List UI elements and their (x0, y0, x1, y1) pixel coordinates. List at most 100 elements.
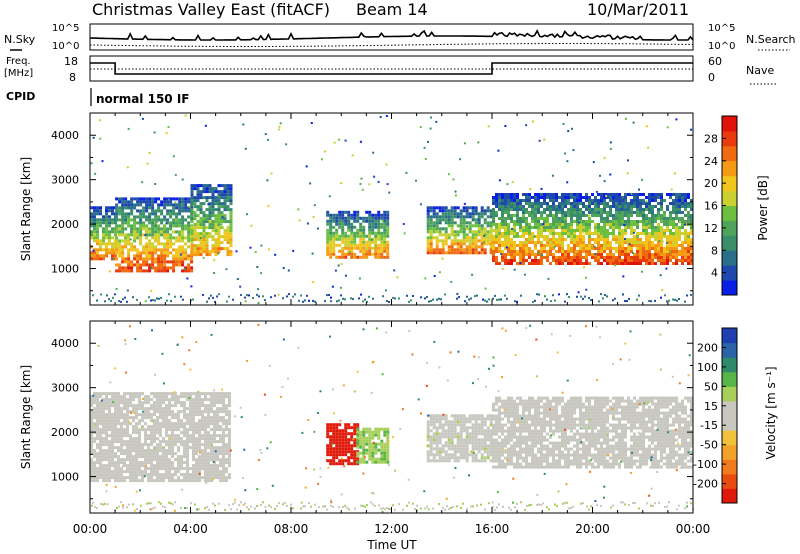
heatmap-cell (582, 256, 585, 259)
heatmap-cell (504, 226, 507, 229)
heatmap-cell (368, 457, 372, 461)
scatter-cell (312, 216, 315, 218)
heatmap-cell (135, 461, 138, 465)
heatmap-cell (555, 244, 558, 247)
heatmap-cell (123, 449, 126, 453)
heatmap-cell (202, 232, 206, 236)
heatmap-cell (350, 246, 354, 250)
heatmap-cell (468, 248, 472, 252)
heatmap-cell (477, 423, 481, 427)
heatmap-cell (690, 241, 693, 244)
heatmap-cell (216, 407, 219, 411)
heatmap-cell (210, 422, 213, 426)
heatmap-cell (353, 462, 357, 466)
heatmap-cell (666, 217, 669, 220)
heatmap-cell (133, 227, 137, 231)
heatmap-cell (213, 413, 216, 417)
scatter-cell (349, 251, 351, 254)
heatmap-cell (435, 224, 439, 228)
heatmap-cell (332, 243, 336, 247)
heatmap-cell (534, 226, 537, 229)
freq-trace (90, 62, 693, 75)
heatmap-cell (220, 211, 224, 215)
heatmap-cell (429, 224, 433, 228)
heatmap-cell (429, 206, 433, 210)
heatmap-cell (432, 426, 436, 430)
heatmap-cell (202, 211, 206, 215)
scatter-cell (167, 198, 170, 201)
heatmap-cell (435, 215, 439, 219)
heatmap-cell (171, 395, 174, 399)
heatmap-cell (462, 414, 466, 418)
heatmap-cell (96, 221, 99, 225)
heatmap-cell (555, 220, 558, 223)
heatmap-cell (157, 227, 161, 231)
heatmap-cell (546, 226, 549, 229)
heatmap-cell (332, 252, 336, 256)
heatmap-cell (132, 458, 135, 462)
heatmap-cell (178, 200, 182, 204)
heatmap-cell (567, 193, 570, 196)
heatmap-cell (154, 224, 158, 228)
heatmap-cell (153, 479, 156, 483)
heatmap-cell (187, 224, 191, 228)
heatmap-cell (573, 205, 576, 208)
heatmap-cell (93, 257, 96, 261)
heatmap-cell (151, 206, 155, 210)
heatmap-cell (184, 209, 188, 213)
heatmap-cell (365, 442, 369, 446)
scatter-cell (112, 258, 115, 261)
heatmap-cell (426, 420, 430, 424)
heatmap-cell (157, 224, 161, 228)
heatmap-cell (202, 229, 206, 233)
heatmap-cell (192, 452, 195, 456)
heatmap-cell (362, 219, 366, 223)
heatmap-cell (187, 233, 191, 237)
heatmap-cell (217, 220, 221, 224)
heatmap-cell (211, 187, 215, 191)
heatmap-cell (99, 401, 102, 405)
heatmap-cell (612, 220, 615, 223)
heatmap-cell (204, 407, 207, 411)
heatmap-cell (93, 239, 96, 243)
heatmap-cell (135, 407, 138, 411)
heatmap-cell (684, 256, 687, 259)
heatmap-cell (636, 208, 639, 211)
heatmap-cell (582, 238, 585, 241)
heatmap-cell (678, 259, 681, 262)
heatmap-cell (159, 467, 162, 471)
heatmap-cell (353, 246, 357, 250)
heatmap-cell (184, 200, 188, 204)
heatmap-cell (386, 427, 390, 431)
heatmap-cell (624, 202, 627, 205)
heatmap-cell (489, 432, 493, 436)
heatmap-cell (474, 423, 478, 427)
heatmap-cell (226, 208, 230, 212)
heatmap-cell (141, 419, 144, 423)
heatmap-cell (359, 436, 363, 440)
heatmap-cell (618, 235, 621, 238)
heatmap-cell (214, 208, 218, 212)
heatmap-cell (654, 205, 657, 208)
near-range-cell (114, 293, 116, 296)
scatter-cell (359, 140, 362, 143)
heatmap-cell (681, 250, 684, 253)
heatmap-cell (199, 235, 203, 239)
heatmap-cell (362, 225, 366, 229)
heatmap-cell (186, 464, 189, 468)
heatmap-cell (429, 417, 433, 421)
scatter-cell (267, 205, 270, 208)
scatter-cell (292, 249, 295, 252)
heatmap-cell (335, 219, 339, 223)
heatmap-cell (501, 208, 504, 211)
heatmap-cell (450, 423, 454, 427)
heatmap-cell (543, 235, 546, 238)
heatmap-cell (165, 428, 168, 432)
heatmap-cell (156, 473, 159, 477)
heatmap-cell (151, 266, 155, 270)
heatmap-cell (459, 212, 463, 216)
heatmap-cell (368, 442, 372, 446)
heatmap-cell (90, 416, 93, 420)
heatmap-cell (168, 446, 171, 450)
heatmap-cell (115, 242, 119, 246)
